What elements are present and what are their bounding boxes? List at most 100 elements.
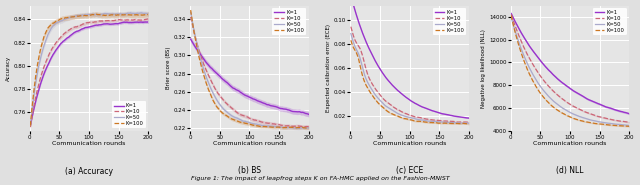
K=10 [139, 19, 147, 21]
K=1 [31, 103, 39, 105]
Line: K=1: K=1 [191, 39, 308, 114]
X-axis label: Communication rounds: Communication rounds [52, 141, 125, 146]
K=1 [508, 12, 515, 15]
K=10 [187, 16, 195, 18]
K=10 [49, 47, 56, 49]
K=50 [352, 47, 360, 49]
K=50 [300, 127, 307, 129]
Y-axis label: Brier score (BS): Brier score (BS) [166, 47, 171, 89]
Line: K=1: K=1 [30, 22, 148, 125]
K=1 [26, 124, 34, 126]
Line: K=1: K=1 [351, 0, 469, 118]
K=10 [515, 33, 522, 35]
K=50 [512, 32, 520, 35]
K=10 [145, 18, 152, 20]
K=100 [347, 39, 355, 41]
K=50 [138, 12, 145, 14]
K=1 [615, 110, 623, 112]
K=50 [26, 124, 34, 126]
K=1 [218, 77, 226, 80]
Line: K=10: K=10 [191, 17, 308, 127]
K=10 [301, 126, 308, 128]
K=10 [194, 45, 202, 47]
Line: K=10: K=10 [351, 27, 469, 122]
K=1 [352, 11, 360, 14]
Text: (c) ECE: (c) ECE [396, 166, 423, 176]
K=100 [135, 14, 143, 16]
K=100 [459, 122, 467, 125]
K=100 [218, 112, 226, 114]
K=100 [515, 43, 522, 45]
Line: K=10: K=10 [30, 19, 148, 127]
K=100 [49, 22, 56, 25]
K=50 [529, 74, 537, 76]
K=100 [369, 95, 377, 97]
K=10 [539, 78, 547, 80]
K=1 [512, 22, 520, 24]
Text: Figure 1: The impact of leapfrog steps K on FA-HMC applied on the Fashion-MNIST: Figure 1: The impact of leapfrog steps K… [191, 176, 449, 181]
K=1 [58, 42, 66, 44]
K=1 [134, 21, 142, 23]
K=100 [295, 127, 303, 129]
K=100 [625, 125, 633, 127]
K=50 [209, 91, 216, 93]
K=100 [140, 14, 147, 16]
Line: K=100: K=100 [191, 10, 308, 128]
Text: (a) Accuracy: (a) Accuracy [65, 166, 113, 176]
K=10 [26, 126, 34, 128]
Line: K=50: K=50 [191, 13, 308, 128]
K=10 [58, 35, 66, 37]
K=1 [620, 111, 627, 113]
K=1 [465, 117, 473, 119]
K=1 [539, 62, 547, 64]
Line: K=100: K=100 [351, 40, 469, 124]
K=10 [347, 26, 355, 28]
K=10 [620, 120, 627, 122]
K=100 [303, 127, 310, 129]
K=1 [187, 38, 195, 40]
K=50 [34, 72, 42, 74]
Line: K=10: K=10 [511, 14, 629, 122]
K=10 [512, 27, 520, 29]
K=10 [34, 88, 42, 90]
Line: K=50: K=50 [30, 13, 148, 125]
K=50 [194, 46, 202, 49]
K=50 [295, 127, 303, 129]
K=50 [465, 122, 473, 124]
X-axis label: Communication rounds: Communication rounds [533, 141, 607, 146]
K=1 [191, 46, 199, 48]
Legend: K=1, K=10, K=50, K=100: K=1, K=10, K=50, K=100 [112, 101, 146, 128]
K=1 [209, 68, 216, 70]
K=50 [294, 127, 302, 130]
K=100 [92, 13, 100, 15]
K=1 [194, 49, 202, 52]
X-axis label: Communication rounds: Communication rounds [373, 141, 446, 146]
Y-axis label: Negative log likelihood (NLL): Negative log likelihood (NLL) [481, 29, 486, 107]
K=50 [515, 40, 522, 42]
K=10 [31, 99, 39, 101]
Line: K=1: K=1 [511, 14, 629, 114]
K=1 [299, 111, 307, 113]
K=100 [58, 18, 66, 20]
K=50 [347, 32, 355, 35]
K=50 [187, 11, 195, 14]
K=1 [34, 93, 42, 96]
K=100 [352, 50, 360, 53]
K=50 [134, 12, 142, 14]
K=50 [508, 16, 515, 18]
K=100 [455, 122, 463, 125]
K=50 [625, 124, 633, 126]
K=100 [465, 123, 473, 125]
K=1 [459, 116, 467, 118]
K=50 [58, 20, 66, 22]
K=100 [187, 9, 195, 11]
K=10 [456, 121, 463, 123]
K=50 [305, 127, 312, 129]
K=100 [26, 125, 34, 127]
K=1 [49, 55, 56, 57]
Legend: K=1, K=10, K=50, K=100: K=1, K=10, K=50, K=100 [433, 8, 467, 35]
K=100 [209, 98, 216, 101]
K=100 [34, 64, 42, 66]
Line: K=100: K=100 [30, 14, 148, 126]
Line: K=50: K=50 [351, 33, 469, 123]
